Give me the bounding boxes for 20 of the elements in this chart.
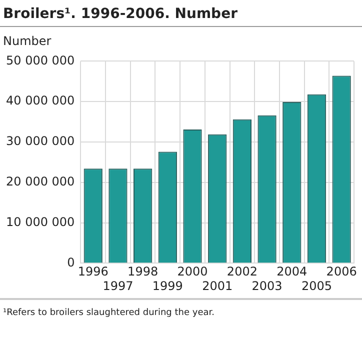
- text: ¹Refers to broilers slaughtered during the year.: [0, 298, 362, 318]
- x-tick-label: 2004: [276, 264, 308, 279]
- x-tick-label: 2001: [202, 278, 233, 293]
- y-tick-label: 30 000 000: [6, 134, 75, 148]
- x-tick-label: 1996: [78, 264, 108, 279]
- x-tick-label: 2005: [301, 278, 332, 293]
- x-tick-label: 1998: [128, 264, 158, 279]
- y-tick-label: 20 000 000: [6, 174, 75, 189]
- x-tick-label: 2006: [326, 264, 357, 279]
- x-tick-label: 2002: [226, 264, 258, 279]
- y-tick-label: 50 000 000: [6, 53, 75, 68]
- y-tick-label: 0: [67, 255, 75, 270]
- y-tick-label: 10 000 000: [6, 214, 75, 229]
- x-tick-label: 2003: [252, 278, 282, 293]
- y-axis-title: Number: [2, 33, 52, 48]
- y-tick-label: 40 000 000: [6, 94, 75, 108]
- chart-title: Broilers¹. 1996-2006. Number: [0, 0, 362, 27]
- x-tick-label: 1999: [152, 278, 183, 293]
- x-tick-label: 2000: [177, 264, 208, 279]
- x-tick-label: 1997: [102, 278, 134, 293]
